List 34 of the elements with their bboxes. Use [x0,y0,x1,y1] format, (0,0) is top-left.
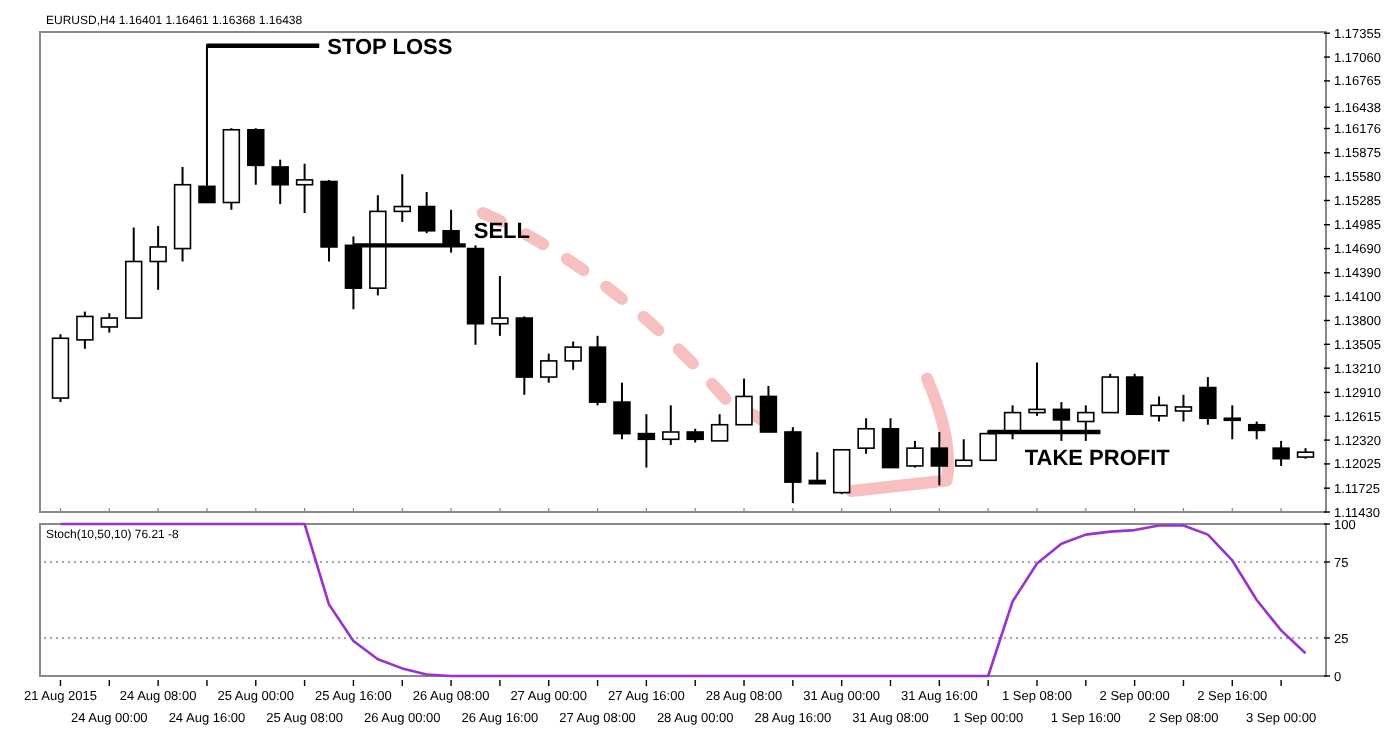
candlestick [735,377,753,426]
candlestick [149,224,167,291]
candlestick [930,431,949,487]
candlestick [662,404,680,446]
candlestick [1101,372,1119,414]
candlestick [637,413,656,469]
candlestick [808,451,826,485]
candlestick [1125,372,1144,416]
candlestick [295,162,314,215]
candlestick [393,173,411,223]
candlestick [100,312,119,334]
candlestick [564,340,582,371]
candlestick [955,438,973,467]
candlestick [76,310,94,350]
candlestick [417,191,436,235]
candlestick [759,384,778,433]
candlestick [710,413,729,442]
candlestick [1272,439,1290,467]
candlestick [1150,395,1168,423]
annotation: SELL [473,220,531,245]
candlestick [247,127,265,186]
candlestick [271,158,289,206]
annotation: STOP LOSS [327,35,453,60]
candlestick [613,381,631,441]
candlestick [906,439,924,469]
annotation: TAKE PROFIT [1024,447,1171,471]
candlestick [832,448,851,496]
candlestick [540,352,558,384]
candlestick [1223,404,1242,441]
candlestick [491,275,509,337]
candlestick [1199,376,1217,426]
candlestick [857,417,875,455]
candlestick [1174,393,1193,423]
candlestick [881,417,900,469]
